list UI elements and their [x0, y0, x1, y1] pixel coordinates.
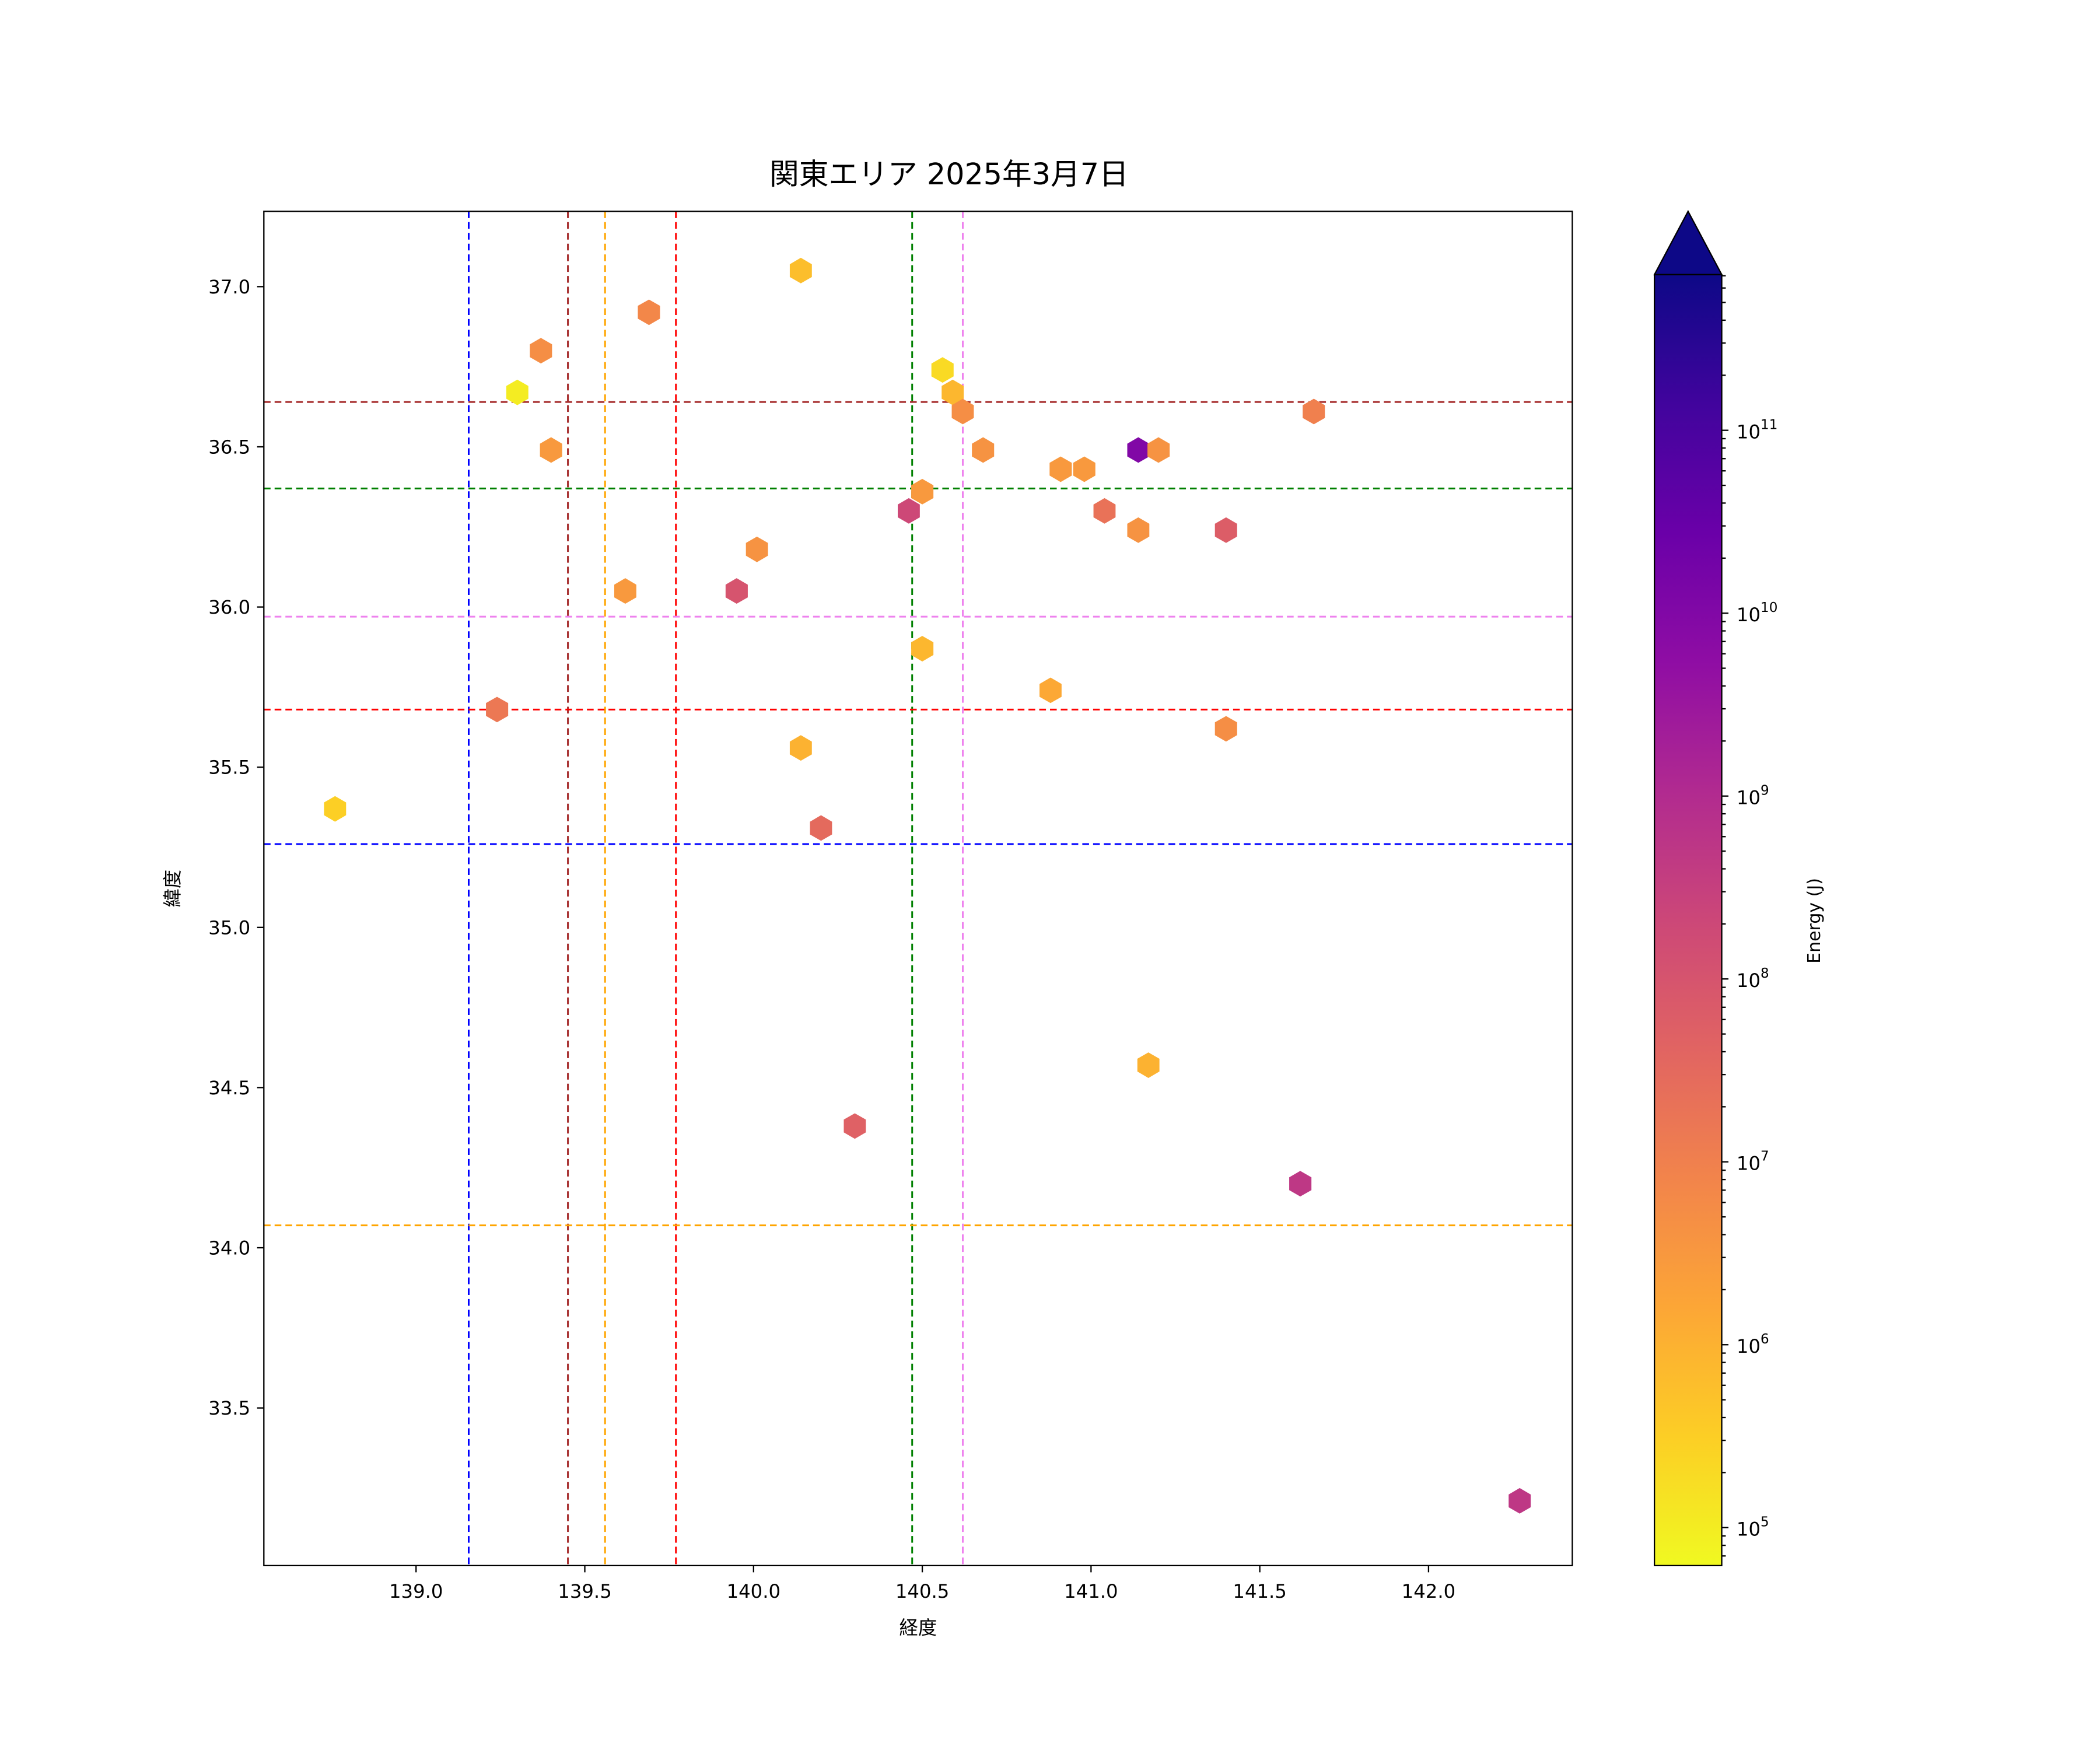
data-point-hexagon [1303, 398, 1325, 425]
axes-frame [263, 211, 1573, 1566]
data-point-hexagon [972, 437, 995, 463]
data-point-hexagon [1127, 437, 1150, 463]
data-point-hexagon [725, 578, 748, 604]
y-axis-label: 緯度 [162, 870, 184, 908]
data-point-hexagon [911, 636, 934, 662]
colorbar-tick-label: 108 [1737, 966, 1769, 992]
data-point-hexagon [638, 299, 660, 326]
y-tick-label: 36.5 [208, 436, 250, 459]
data-point-hexagon [789, 257, 812, 284]
y-tick-label: 35.0 [208, 916, 250, 939]
data-point-hexagon [911, 478, 934, 505]
data-point-hexagon [1073, 456, 1096, 482]
x-tick-label: 140.5 [895, 1580, 949, 1602]
x-tick-label: 141.0 [1064, 1580, 1118, 1602]
x-tick-label: 141.5 [1233, 1580, 1286, 1602]
data-point-hexagon [486, 696, 509, 723]
data-point-hexagon [898, 498, 920, 524]
colorbar-tick-label: 1011 [1737, 417, 1777, 443]
plot-area: 139.0 139.5 140.0 140.5 141.0 141.5 142.0 33.5… [208, 211, 1573, 1602]
data-point-hexagon [1137, 1052, 1160, 1078]
y-tick-label: 36.0 [208, 596, 250, 618]
x-tick-label: 139.0 [389, 1580, 443, 1602]
data-point-hexagon [810, 815, 832, 841]
colorbar-tick-label: 107 [1737, 1149, 1769, 1174]
y-tick-label: 34.0 [208, 1237, 250, 1259]
data-point-hexagon [1289, 1171, 1312, 1197]
colorbar-tick-label: 109 [1737, 783, 1769, 808]
data-point-hexagon [324, 796, 346, 822]
data-point-hexagon [1214, 517, 1237, 543]
x-tick-label: 142.0 [1402, 1580, 1455, 1602]
data-point-hexagon [789, 735, 812, 761]
colorbar-tick-label: 106 [1737, 1332, 1769, 1357]
x-tick-label: 140.0 [727, 1580, 780, 1602]
chart-title: 関東エリア 2025年3月7日 [769, 157, 1129, 191]
data-point-hexagon [1214, 716, 1237, 742]
data-point-hexagon [942, 379, 964, 405]
data-point-hexagon [540, 437, 562, 463]
colorbar-extend-arrow [1653, 209, 1723, 275]
data-point-hexagon [1127, 517, 1150, 543]
y-tick-label: 34.5 [208, 1077, 250, 1099]
data-point-hexagon [1040, 677, 1062, 704]
colorbar: 105 106 107 108 109 1010 1011 Energy (J) [1653, 209, 1825, 1566]
data-point-hexagon [506, 379, 528, 405]
data-point-hexagon [614, 578, 636, 604]
x-tick-label: 139.5 [558, 1580, 611, 1602]
colorbar-tick-label: 1010 [1737, 600, 1777, 626]
data-point-hexagon [844, 1113, 866, 1139]
x-axis-label: 経度 [900, 1617, 937, 1639]
data-point-hexagon [931, 357, 954, 383]
data-point-hexagon [746, 536, 768, 562]
y-tick-label: 37.0 [208, 276, 250, 298]
data-point-hexagon [530, 338, 552, 364]
y-tick-label: 35.5 [208, 757, 250, 779]
colorbar-frame [1654, 274, 1723, 1566]
colorbar-gradient [1654, 274, 1722, 1566]
colorbar-tick-label: 105 [1737, 1514, 1769, 1540]
data-point-hexagon [1093, 498, 1116, 524]
data-point-hexagon [1508, 1488, 1531, 1514]
data-point-hexagon [1049, 456, 1072, 482]
data-point-hexagon [1147, 437, 1170, 463]
data-point-hexagon [951, 398, 974, 425]
y-tick-label: 33.5 [208, 1397, 250, 1419]
colorbar-label: Energy (J) [1804, 878, 1825, 964]
